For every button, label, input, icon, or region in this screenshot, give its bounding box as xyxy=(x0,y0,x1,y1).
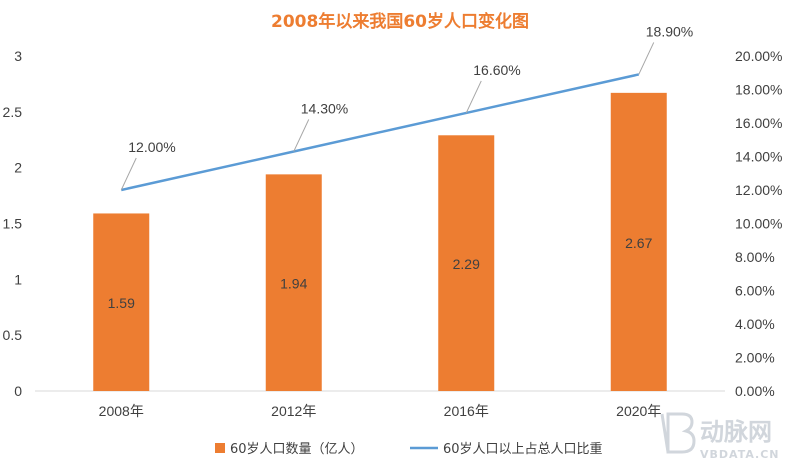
line-path xyxy=(120,73,640,192)
left-axis-tick-label: 0 xyxy=(14,383,22,399)
right-axis-tick-label: 10.00% xyxy=(735,216,782,232)
right-axis-tick-label: 14.00% xyxy=(735,149,782,165)
legend-line-label: 60岁人口以上占总人口比重 xyxy=(443,441,603,457)
right-axis-tick-label: 16.00% xyxy=(735,115,782,131)
right-axis-tick-label: 0.00% xyxy=(735,383,775,399)
bar-data-label: 2.67 xyxy=(625,235,652,251)
left-axis-tick-label: 0.5 xyxy=(3,327,23,343)
bar xyxy=(265,174,322,391)
left-axis-tick-label: 2.5 xyxy=(3,104,23,120)
line-label-leader xyxy=(465,80,482,114)
left-axis-tick-label: 1 xyxy=(14,271,22,287)
x-axis-tick-label: 2020年 xyxy=(616,403,661,419)
watermark-name: 动脉网 xyxy=(700,418,772,446)
right-axis-tick-label: 2.00% xyxy=(735,350,775,366)
bar-data-label: 1.59 xyxy=(108,295,135,311)
bar-series xyxy=(93,92,667,391)
legend-bar-label: 60岁人口数量（亿人） xyxy=(230,442,364,457)
bar xyxy=(438,135,495,391)
right-axis: 0.00% 2.00% 4.00% 6.00% 8.00% 10.00% 12.00% 14.… xyxy=(735,48,782,399)
x-axis-tick-label: 2008年 xyxy=(99,403,144,419)
left-axis-tick-label: 3 xyxy=(14,48,22,64)
bar-data-label: 1.94 xyxy=(280,276,307,292)
watermark: 动脉网 VBDATA.CN xyxy=(660,412,780,461)
right-axis-tick-label: 6.00% xyxy=(735,283,775,299)
right-axis-tick-label: 20.00% xyxy=(735,48,782,64)
line-data-label: 14.30% xyxy=(301,100,348,116)
right-axis-tick-label: 12.00% xyxy=(735,182,782,198)
watermark-logo-icon xyxy=(660,412,696,454)
line-data-label: 16.60% xyxy=(473,62,520,78)
line-series xyxy=(120,73,640,192)
line-label-leader xyxy=(120,157,137,191)
left-axis: 0 0.5 1 1.5 2 2.5 3 xyxy=(3,48,23,399)
legend: 60岁人口数量（亿人） 60岁人口以上占总人口比重 xyxy=(215,441,603,457)
line-label-leader xyxy=(638,42,655,75)
watermark-url: VBDATA.CN xyxy=(700,448,780,461)
legend-bar-swatch xyxy=(215,443,225,453)
left-axis-tick-label: 1.5 xyxy=(3,216,23,232)
bar-data-labels: 1.59 1.94 2.29 2.67 xyxy=(108,235,653,311)
x-axis-tick-label: 2016年 xyxy=(444,403,489,419)
right-axis-tick-label: 4.00% xyxy=(735,316,775,332)
x-axis-tick-label: 2012年 xyxy=(271,403,316,419)
chart-title: 2008年以来我国60岁人口变化图 xyxy=(271,11,529,32)
line-label-leader xyxy=(293,119,310,152)
right-axis-tick-label: 18.00% xyxy=(735,82,782,98)
line-data-label: 12.00% xyxy=(128,139,175,155)
left-axis-tick-label: 2 xyxy=(14,160,22,176)
bar-data-label: 2.29 xyxy=(453,256,480,272)
line-data-labels: 12.00% 14.30% 16.60% 18.90% xyxy=(120,23,693,191)
line-data-label: 18.90% xyxy=(646,23,693,39)
right-axis-tick-label: 8.00% xyxy=(735,249,775,265)
bar xyxy=(93,213,150,391)
bar xyxy=(610,92,667,391)
x-axis-ticks: 2008年 2012年 2016年 2020年 xyxy=(99,403,662,419)
